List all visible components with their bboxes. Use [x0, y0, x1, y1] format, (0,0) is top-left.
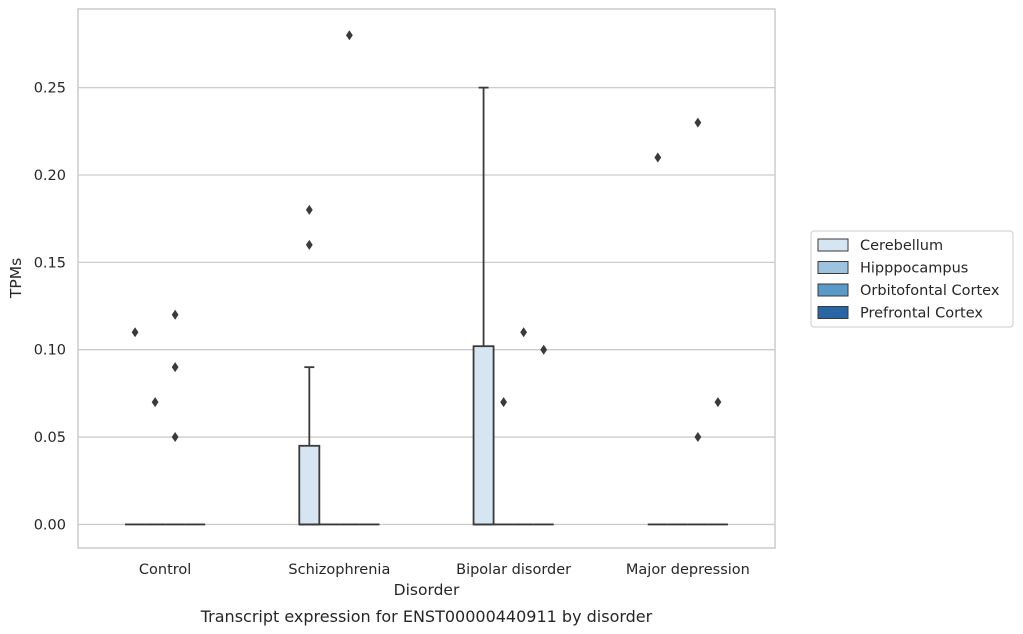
chart-caption: Transcript expression for ENST0000044091… [200, 607, 653, 626]
box-group [687, 117, 708, 526]
box-group [533, 344, 554, 526]
x-axis-ticks: Control Schizophrenia Bipolar disorder Majo… [139, 562, 750, 578]
y-axis-label: TPMs [7, 258, 25, 299]
legend-items: Cerebellum Hipppocampus Orbitofontal Corte… [817, 238, 1000, 322]
legend-item: Orbitofontal Cortex [817, 283, 1000, 299]
legend-item: Cerebellum [817, 238, 943, 254]
legend-swatch [817, 283, 849, 297]
legend-label: Hipppocampus [860, 261, 968, 277]
legend-swatch [817, 261, 849, 274]
box-group [472, 86, 495, 526]
legend-label: Prefrontal Cortex [860, 306, 983, 322]
y-tick-label: 0.00 [34, 517, 66, 533]
outlier-point [540, 344, 548, 355]
x-tick-label: Control [139, 562, 191, 578]
outlier-point [714, 397, 722, 408]
y-tick-label: 0.20 [34, 168, 66, 184]
outlier-point [345, 30, 353, 41]
outlier-point [694, 117, 702, 128]
legend-label: Cerebellum [860, 238, 943, 254]
legend-frame [810, 230, 1014, 328]
box-body [472, 345, 495, 526]
plot-background [78, 9, 775, 548]
y-tick-label: 0.05 [34, 430, 66, 446]
box-group [298, 204, 321, 526]
box-group [707, 397, 728, 526]
legend-label: Orbitofontal Cortex [860, 283, 1000, 299]
box-group [513, 327, 534, 526]
box-group [339, 30, 360, 526]
legend-item: Prefrontal Cortex [817, 306, 983, 322]
x-axis-label: Disorder [394, 581, 460, 599]
outlier-point [520, 327, 528, 338]
x-tick-label: Major depression [626, 562, 750, 578]
box-marks [125, 30, 728, 526]
y-tick-label: 0.25 [34, 81, 66, 97]
box-group [165, 309, 186, 526]
outlier-point [654, 152, 662, 163]
legend-swatch [817, 238, 849, 252]
outlier-point [151, 397, 159, 408]
y-tick-label: 0.10 [34, 343, 66, 359]
box-group [647, 152, 668, 526]
box-group [125, 327, 146, 526]
x-tick-label: Bipolar disorder [456, 562, 571, 578]
box-group [145, 397, 166, 526]
box-group [493, 397, 514, 526]
outlier-point [171, 432, 179, 443]
outlier-point [171, 309, 179, 320]
plot-frame [77, 8, 776, 549]
box-body [298, 444, 321, 526]
outlier-point [131, 327, 139, 338]
outlier-point [500, 397, 508, 408]
x-tick-label: Schizophrenia [288, 562, 390, 578]
outlier-point [171, 362, 179, 373]
outlier-point [305, 204, 313, 215]
y-tick-label: 0.15 [34, 255, 66, 271]
y-axis-ticks: 0.00 0.05 0.10 0.15 0.20 0.25 [34, 81, 66, 534]
legend-item: Hipppocampus [817, 261, 968, 277]
outlier-point [694, 432, 702, 443]
outlier-point [305, 239, 313, 250]
legend-swatch [817, 306, 849, 319]
legend: Cerebellum Hipppocampus Orbitofontal Corte… [810, 230, 1014, 328]
